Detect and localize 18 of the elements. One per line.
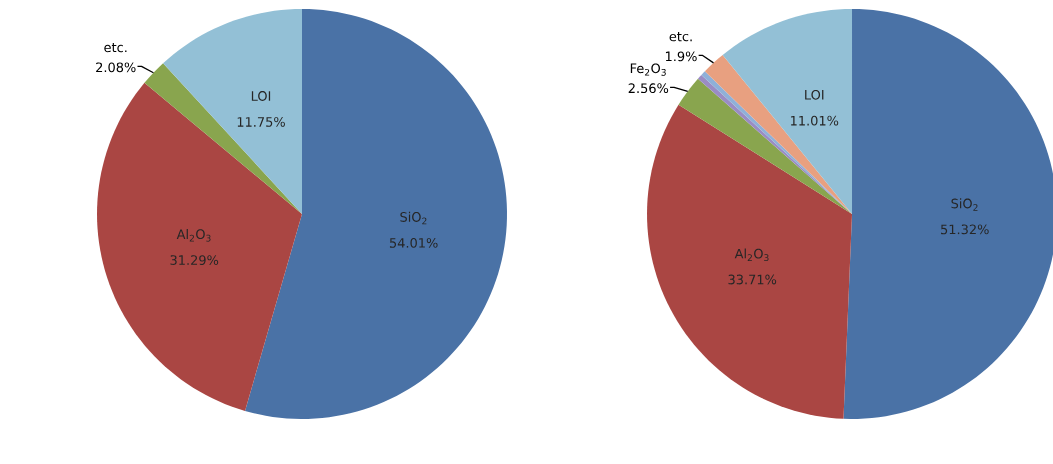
data-label: 2.08%	[96, 62, 136, 73]
data-label: 11.75%	[237, 117, 285, 127]
data-label: 33.71%	[728, 274, 777, 285]
data-label: 1.9%	[665, 51, 697, 62]
data-label: 2.56%	[628, 83, 669, 94]
slice-label: etc.	[104, 42, 127, 53]
slice-label: LOI	[251, 91, 271, 101]
data-label: 31.29%	[170, 255, 219, 265]
slice-label: etc.	[669, 32, 692, 42]
slice-label: LOI	[805, 89, 824, 100]
slice-label: Al$_{2}$O$_{3}$	[734, 248, 769, 262]
data-label: 54.01%	[389, 237, 438, 248]
slice-label: Al$_{2}$O$_{3}$	[176, 229, 211, 242]
data-label: 51.32%	[941, 224, 989, 235]
slice-label: SiO$_{2}$	[400, 211, 427, 225]
data-label: 11.01%	[790, 115, 839, 126]
slice-label: SiO$_{2}$	[951, 198, 978, 211]
slice-label: Fe$_{2}$O$_{3}$	[630, 63, 666, 76]
